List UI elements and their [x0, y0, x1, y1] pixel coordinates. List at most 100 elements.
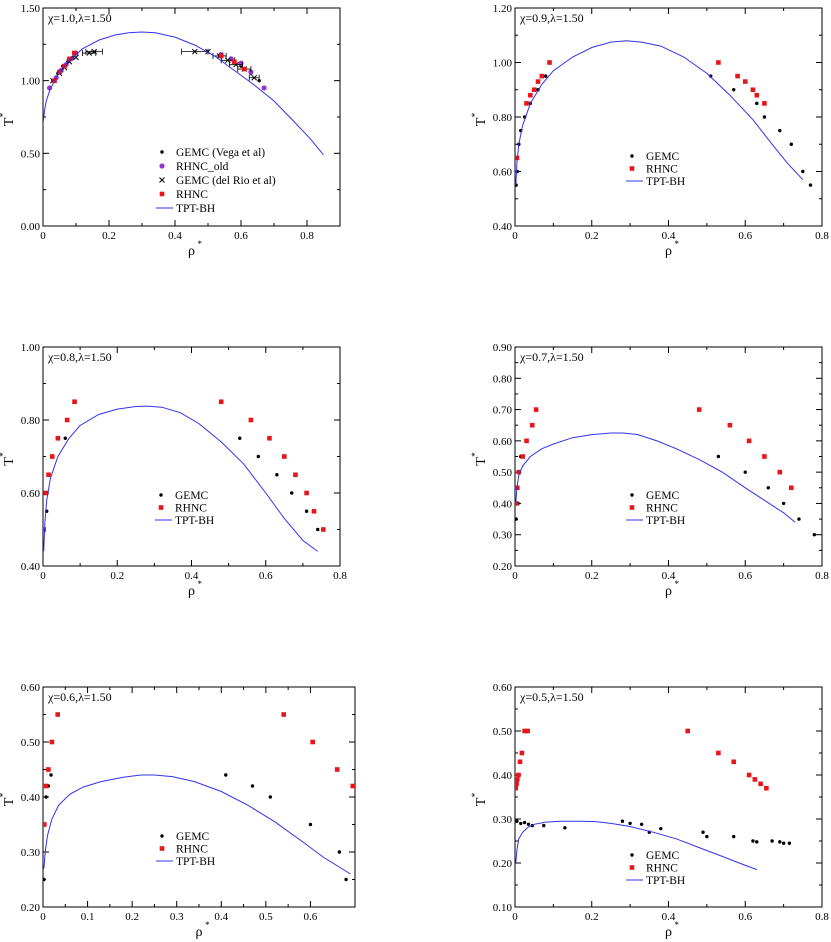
- data-point: [218, 399, 224, 405]
- x-tick-label: 0.3: [170, 911, 184, 923]
- x-tick-label: 0: [512, 911, 518, 923]
- data-point: [310, 739, 315, 745]
- series-rhnc: [43, 712, 355, 827]
- data-point: [764, 785, 769, 791]
- plot-area: [43, 31, 324, 156]
- legend-marker-swatch: [629, 865, 635, 870]
- data-point: [762, 115, 767, 119]
- chart-panel-6: 0 0.2 0.4 0.6 0.80.100.200.300.400.500.60ρ *T…: [470, 682, 829, 940]
- data-point: [716, 454, 721, 459]
- data-point: [778, 128, 782, 133]
- data-point: [777, 469, 783, 475]
- x-axis-label-superscript: *: [198, 239, 203, 249]
- y-tick-label: 0.30: [493, 530, 513, 542]
- x-tick-label: 0.5: [259, 911, 273, 923]
- data-point: [64, 417, 70, 423]
- x-tick-label: 0: [512, 570, 518, 582]
- data-point: [320, 527, 326, 532]
- data-point: [808, 183, 813, 187]
- x-tick-label: 0.8: [815, 570, 829, 582]
- y-tick-label: 0.60: [493, 682, 513, 694]
- data-point: [701, 830, 705, 834]
- data-point: [522, 820, 527, 825]
- data-point: [275, 473, 279, 477]
- data-point: [787, 841, 792, 845]
- tpt-bh-curve: [43, 774, 351, 875]
- panel-title: χ=0.9,λ=1.50: [519, 11, 584, 25]
- panel-title: χ=0.5,λ=1.50: [519, 690, 584, 704]
- series-tpt-bh: [43, 31, 324, 156]
- data-point: [716, 750, 721, 756]
- panel-title: χ=1.0,λ=1.50: [47, 11, 112, 25]
- legend-label: GEMC: [646, 151, 680, 163]
- legend-marker-swatch: [159, 846, 165, 851]
- data-point: [520, 454, 525, 459]
- x-tick-label: 0.8: [333, 570, 347, 582]
- x-tick-label: 0.2: [585, 230, 599, 242]
- data-point: [218, 53, 224, 59]
- plot-area: [43, 399, 326, 552]
- data-point: [238, 436, 242, 440]
- data-point: [524, 101, 529, 106]
- legend-label: GEMC (del Rio et al): [176, 175, 276, 187]
- data-point: [755, 101, 759, 106]
- data-point: [735, 73, 740, 79]
- x-tick-label: 0.6: [738, 570, 752, 582]
- chart-panel-2: 0 0.2 0.4 0.6 0.80.400.600.801.001.20ρ *T*χ=0…: [470, 3, 829, 259]
- data-point: [732, 834, 736, 839]
- y-tick-label: 1.50: [21, 3, 41, 15]
- y-tick-label: 0.20: [21, 902, 41, 914]
- data-point: [547, 60, 552, 65]
- tpt-bh-curve: [43, 405, 318, 552]
- chart-panel-3: 00.20.40.60.80.400.600.801.00ρ*T*χ=0.8,λ…: [0, 342, 347, 599]
- x-axis-label-superscript: *: [198, 579, 203, 589]
- y-tick-label: 0.80: [21, 415, 41, 427]
- chart-panel-1: 00.20.40.60.80.000.501.001.50ρ*T*χ=1.0,λ…: [0, 3, 341, 259]
- series-tpt-bh: [515, 820, 757, 871]
- data-point: [72, 399, 77, 405]
- data-point: [290, 491, 294, 495]
- data-point: [311, 508, 317, 514]
- y-axis-label-superscript: *: [470, 792, 480, 797]
- data-point: [529, 422, 535, 428]
- data-point: [350, 783, 355, 789]
- x-tick-label: 0.6: [738, 911, 752, 923]
- data-point: [519, 821, 523, 826]
- y-tick-label: 1.00: [21, 76, 41, 88]
- data-point: [344, 877, 348, 882]
- y-tick-label: 1.20: [493, 3, 513, 15]
- series-tpt-bh: [43, 774, 351, 875]
- legend-marker-swatch: [629, 505, 635, 510]
- y-tick-label: 0.50: [493, 726, 513, 738]
- data-point: [191, 48, 198, 55]
- y-tick-label: 0.30: [21, 847, 41, 859]
- data-point: [522, 728, 527, 734]
- plot-area: [515, 407, 817, 537]
- data-point: [531, 87, 537, 93]
- y-tick-label: 0.80: [493, 112, 513, 124]
- data-point: [709, 74, 713, 78]
- plot-frame: [514, 7, 823, 227]
- y-tick-label: 0.40: [493, 498, 513, 510]
- chart-panel-4: 0 0.2 0.4 0.6 0.8 0.20 0.30 0.40 0.50 0.60 0.70 0.8…: [470, 342, 829, 599]
- data-point: [524, 438, 529, 444]
- y-tick-label: 0.20: [493, 561, 513, 573]
- data-point: [544, 74, 548, 78]
- legend-label: TPT-BH: [646, 515, 685, 527]
- data-point: [515, 819, 519, 823]
- data-point: [727, 422, 733, 428]
- panel-title: χ=0.6,λ=1.50: [47, 690, 112, 704]
- legend-label: TPT-BH: [646, 176, 685, 188]
- plot-area: [515, 40, 813, 187]
- data-point: [533, 407, 539, 412]
- data-point: [542, 823, 546, 828]
- data-point: [620, 819, 625, 823]
- y-tick-label: 0.60: [21, 488, 41, 500]
- data-point: [716, 60, 721, 65]
- y-tick-label: 0.40: [493, 770, 513, 782]
- legend-label: TPT-BH: [646, 875, 685, 887]
- y-axis-label-superscript: *: [0, 792, 8, 797]
- data-point: [304, 509, 309, 513]
